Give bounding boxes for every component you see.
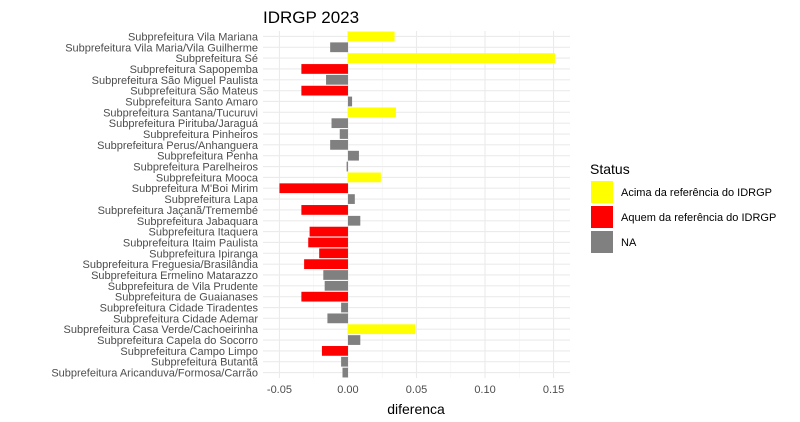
y-tick-label: Subprefeitura Campo Limpo (120, 346, 258, 358)
y-tick-label: Subprefeitura Aricanduva/Formosa/Carrão (51, 368, 258, 380)
bar (347, 335, 361, 345)
bar (321, 346, 348, 356)
bar (323, 270, 348, 280)
legend-label: Acima da referência do IDRGP (621, 187, 772, 199)
y-tick-label: Subprefeitura Vila Mariana (128, 31, 259, 43)
legend-swatch (591, 231, 613, 253)
y-tick-label: Subprefeitura M'Boi Mirim (132, 183, 258, 195)
y-tick-label: Subprefeitura Santana/Tucuruvi (103, 107, 258, 119)
y-tick-label: Subprefeitura Parelheiros (133, 162, 258, 174)
bar (347, 324, 416, 335)
y-tick-label: Subprefeitura Jaçanã/Tremembé (98, 205, 258, 217)
bar (341, 302, 348, 313)
legend: Status Acima da referência do IDRGP Aquem… (590, 161, 776, 253)
bar (347, 96, 353, 107)
legend-swatch (591, 181, 613, 203)
y-tick-label: Subprefeitura de Guaianases (115, 292, 259, 304)
bar (347, 172, 381, 183)
y-tick-label: Subprefeitura Ipiranga (149, 248, 259, 260)
y-tick-label: Subprefeitura Sapopemba (130, 64, 259, 76)
bar (304, 259, 348, 270)
y-tick-label: Subprefeitura São Miguel Paulista (92, 75, 259, 87)
legend-label: Aquem da referência do IDRGP (621, 212, 776, 224)
x-tick-labels: -0.05 0.00 0.05 0.10 0.15 (267, 384, 564, 396)
bar (347, 194, 355, 204)
legend-label: NA (621, 237, 637, 249)
x-tick-label: 0.15 (543, 384, 564, 396)
y-tick-label: Subprefeitura Perus/Anhanguera (97, 140, 259, 152)
y-tick-label: Subprefeitura Mooca (156, 172, 259, 184)
bar (331, 118, 348, 129)
x-tick-label: 0.05 (406, 384, 427, 396)
bar (347, 107, 396, 118)
y-tick-label: Subprefeitura Cidade Tiradentes (100, 303, 259, 315)
bar (301, 85, 348, 96)
bar (330, 139, 348, 150)
legend-title: Status (590, 161, 630, 177)
y-tick-label: Subprefeitura Itaquera (149, 227, 259, 239)
y-tick-label: Subprefeitura São Mateus (130, 86, 258, 98)
bar (301, 291, 348, 302)
y-tick-label: Subprefeitura Freguesia/Brasilândia (83, 259, 259, 271)
y-tick-label: Subprefeitura Capela do Socorro (97, 335, 258, 347)
bar (279, 183, 348, 194)
y-tick-label: Subprefeitura Pinheiros (143, 129, 258, 141)
bar (330, 42, 348, 53)
y-tick-label: Subprefeitura Cidade Ademar (113, 313, 258, 325)
y-tick-label: Subprefeitura Lapa (164, 194, 258, 206)
bar (347, 150, 359, 161)
y-tick-label: Subprefeitura de Vila Prudente (108, 281, 258, 293)
y-tick-label: Subprefeitura Ermelino Matarazzo (91, 270, 258, 282)
y-tick-labels: Subprefeitura Vila MarianaSubprefeitura … (51, 31, 259, 379)
y-tick-label: Subprefeitura Butantã (151, 357, 259, 369)
y-tick-label: Subprefeitura Penha (157, 151, 259, 163)
bar (319, 248, 348, 259)
x-tick-label: 0.10 (474, 384, 495, 396)
legend-swatch (591, 206, 613, 228)
bar (346, 161, 348, 172)
bar (309, 226, 348, 237)
y-tick-label: Subprefeitura Casa Verde/Cachoeirinha (64, 324, 259, 336)
grid-lines (263, 31, 570, 378)
bar (308, 237, 348, 248)
bar (341, 356, 348, 367)
bar (326, 74, 348, 85)
x-tick-label: -0.05 (267, 384, 292, 396)
bars (279, 31, 555, 378)
y-tick-label: Subprefeitura Santo Amaro (125, 96, 258, 108)
y-tick-label: Subprefeitura Vila Maria/Vila Guilherme (65, 42, 258, 54)
x-axis-label: diferenca (387, 401, 445, 417)
bar (347, 215, 361, 226)
x-tick-label: 0.00 (337, 384, 358, 396)
y-tick-label: Subprefeitura Pirituba/Jaraguá (109, 118, 259, 130)
bar (301, 205, 348, 215)
bar (347, 31, 395, 42)
chart-title: IDRGP 2023 (263, 8, 359, 27)
bar (327, 313, 348, 324)
bar (301, 64, 348, 74)
bar (347, 53, 555, 63)
bar (342, 367, 348, 378)
bar (324, 280, 348, 291)
bar (339, 129, 348, 139)
y-tick-label: Subprefeitura Itaim Paulista (123, 237, 259, 249)
legend-items: Acima da referência do IDRGP Aquem da ref… (591, 181, 776, 253)
y-tick-label: Subprefeitura Jabaquara (137, 216, 259, 228)
y-tick-label: Subprefeitura Sé (175, 53, 258, 65)
